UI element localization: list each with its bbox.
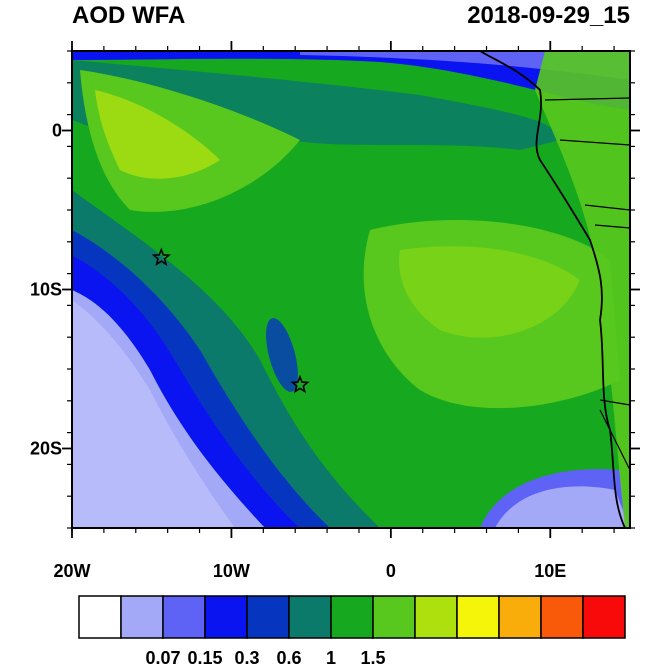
colorbar [78,595,626,639]
colorbar-label: 1 [325,648,337,668]
colorbar-box [78,595,122,639]
x-tick-label: 20W [53,561,91,581]
colorbar-box [330,595,374,639]
x-tick-label: 10E [534,561,567,581]
colorbar-box [246,595,290,639]
colorbar-box [498,595,542,639]
country-borders [544,97,631,471]
aod-map [62,41,640,538]
colorbar-box [372,595,416,639]
y-tick-label: 20S [29,438,62,458]
map-title: AOD WFA [72,2,186,29]
x-tick-label: 0 [385,561,396,581]
colorbar-box [120,595,164,639]
colorbar-box [162,595,206,639]
aod-field [72,51,630,528]
colorbar-label: 0.15 [187,648,223,668]
colorbar-box [456,595,500,639]
colorbar-box [540,595,584,639]
colorbar-label: 1.5 [360,648,386,668]
star-marker [290,374,310,394]
star-marker [151,247,171,266]
y-tick-label: 0 [51,120,62,140]
colorbar-box [204,595,248,639]
colorbar-box [414,595,458,639]
colorbar-label: 0.6 [276,648,302,668]
y-tick-label: 10S [29,279,62,299]
map-timestamp: 2018-09-29_15 [467,2,630,29]
map-ticks [62,41,640,538]
colorbar-label: 0.07 [145,648,181,668]
x-tick-label: 10W [212,561,250,581]
colorbar-box [288,595,332,639]
colorbar-box [582,595,626,639]
colorbar-label: 0.3 [234,648,260,668]
marker-group [151,247,310,394]
